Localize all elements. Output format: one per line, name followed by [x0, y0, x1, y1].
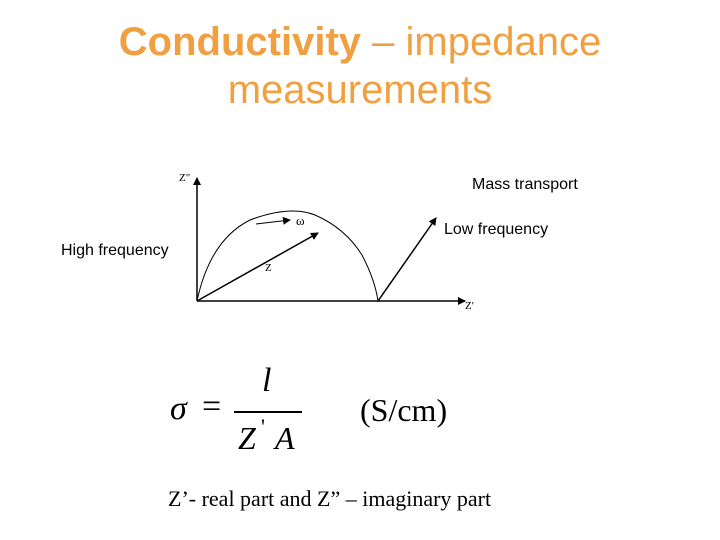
y-axis-label: Z" [179, 172, 191, 184]
impedance-vector [196, 232, 319, 302]
formula-units: (S/cm) [360, 392, 448, 428]
formula-equals: = [202, 388, 222, 425]
mass-transport-line [377, 217, 437, 302]
fraction-bar [234, 411, 302, 413]
title-bold-word: Conductivity [118, 20, 362, 64]
mass-transport-label: Mass transport [472, 176, 578, 193]
title-line2: measurements [227, 68, 493, 112]
formula-denominator-a: A [275, 420, 295, 456]
slide-title: Conductivity – impedance measurements [0, 18, 720, 114]
x-axis-label: Z' [465, 300, 474, 312]
low-frequency-label: Low frequency [444, 221, 549, 238]
formula-prime: ' [261, 414, 265, 439]
high-frequency-label: High frequency [61, 242, 169, 259]
title-rest: – impedance [361, 20, 602, 64]
formula-numerator: l [262, 362, 272, 399]
arc-point-label: Z [265, 262, 272, 274]
formula-sigma: σ [170, 390, 187, 427]
impedance-arc [196, 210, 379, 302]
caption: Z’- real part and Z” – imaginary part [168, 486, 492, 511]
formula-denominator-z: Z [238, 420, 256, 456]
omega-label: ω [296, 213, 305, 228]
omega-arrow [255, 216, 291, 225]
